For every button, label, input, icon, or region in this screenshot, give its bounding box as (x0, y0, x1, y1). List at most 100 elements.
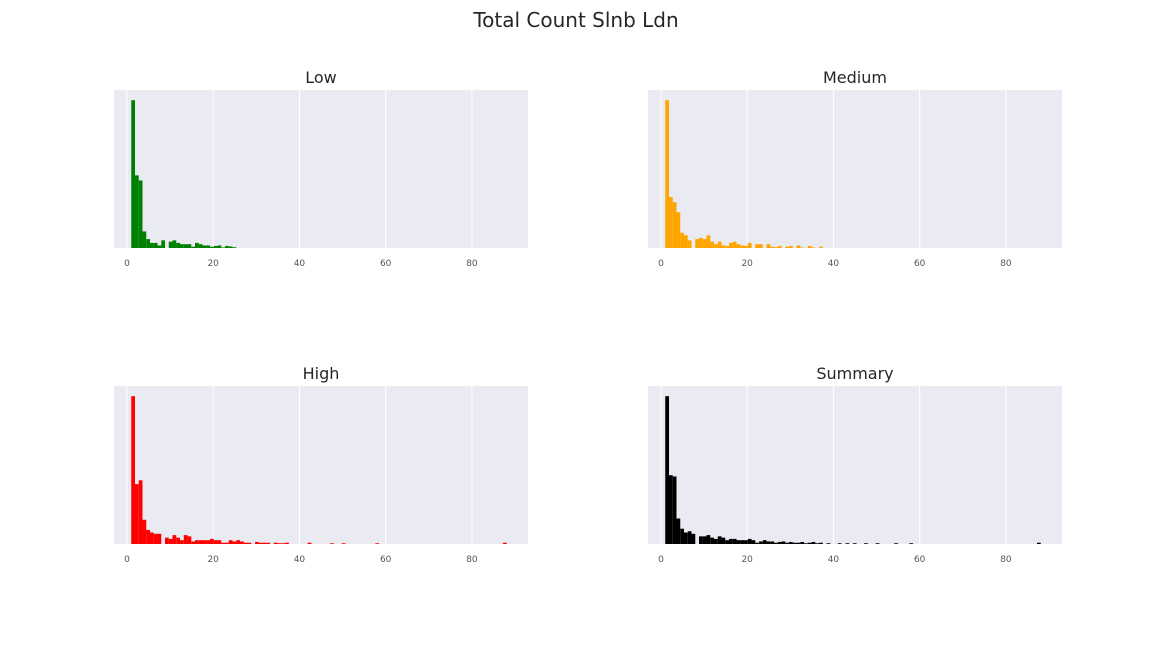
histogram-bar (146, 529, 151, 544)
histogram-bar (243, 542, 248, 544)
x-tick-label: 20 (741, 555, 753, 565)
histogram-bar (187, 536, 192, 544)
histogram-bar (755, 244, 760, 248)
histogram-bar (138, 480, 143, 544)
histogram-bar (198, 244, 203, 248)
x-tick-label: 80 (1000, 259, 1012, 269)
x-tick-label: 60 (914, 259, 926, 269)
histogram-bar (819, 246, 823, 248)
histogram-bar (255, 541, 259, 544)
histogram-bar (153, 242, 158, 248)
histogram-bar (766, 541, 771, 544)
histogram-bar (770, 541, 775, 544)
histogram-bar (807, 245, 812, 248)
histogram-bar (800, 541, 805, 544)
histogram-bar (811, 541, 816, 544)
histogram-bar (676, 212, 681, 248)
histogram-bar (909, 543, 914, 544)
histogram-bar (228, 540, 233, 544)
histogram-bar (142, 231, 147, 248)
histogram-bar (146, 239, 151, 248)
x-tick-label: 80 (466, 555, 478, 565)
subplot-low: Low 0 20 40 60 80 (114, 68, 528, 350)
histogram-bar (744, 540, 748, 544)
histogram-bar (198, 540, 203, 544)
plot-area (648, 386, 1062, 544)
histogram-bar (747, 242, 752, 248)
histogram-low: 0 20 40 60 80 (114, 90, 528, 269)
x-tick-label: 0 (658, 259, 664, 269)
histogram-bar (206, 245, 211, 248)
histogram-high: 0 20 40 60 80 (114, 386, 528, 565)
histogram-bar (341, 543, 346, 544)
histogram-bar (202, 245, 207, 248)
histogram-bar (725, 540, 730, 544)
histogram-bar (702, 536, 707, 544)
histogram-bar (285, 542, 289, 544)
plot-area (114, 90, 528, 248)
histogram-bar (672, 476, 677, 544)
x-tick-label: 20 (741, 259, 753, 269)
histogram-bar (206, 540, 211, 544)
histogram-bar (695, 239, 700, 248)
histogram-bar (875, 543, 880, 544)
histogram-bar (702, 239, 707, 248)
histogram-bar (789, 541, 793, 544)
x-tick-label: 60 (914, 555, 926, 565)
histogram-bar (710, 241, 715, 248)
histogram-bar (777, 541, 782, 544)
histogram-bar (725, 245, 730, 248)
histogram-bar (736, 540, 741, 544)
histogram-bar (191, 246, 196, 248)
histogram-bar (213, 540, 218, 544)
x-tick-label: 60 (380, 555, 392, 565)
histogram-bar (676, 518, 681, 544)
histogram-bar (792, 542, 797, 544)
histogram-bar (281, 543, 286, 544)
histogram-bar (762, 540, 767, 544)
histogram-bar (150, 532, 154, 544)
histogram-bar (225, 245, 229, 248)
histogram-bar (717, 241, 722, 248)
histogram-bar (217, 245, 222, 248)
histogram-bar (330, 543, 334, 544)
histogram-bar (684, 532, 688, 544)
histogram-bar (135, 175, 139, 248)
histogram-bar (789, 245, 793, 248)
histogram-bar (183, 244, 188, 248)
x-tick-label: 0 (658, 555, 664, 565)
histogram-bar (680, 528, 685, 544)
histogram-bar (781, 541, 786, 544)
histogram-bar (774, 247, 778, 248)
histogram-bar (736, 244, 741, 248)
histogram-bar (755, 542, 760, 544)
histogram-bar (187, 244, 192, 248)
histogram-bar (232, 541, 237, 544)
histogram-bar (766, 244, 771, 248)
histogram-bar (150, 242, 154, 248)
x-tick-label: 0 (124, 555, 130, 565)
histogram-bar (232, 247, 237, 248)
subplot-title-high: High (302, 364, 340, 383)
plot-area (648, 90, 1062, 248)
histogram-bar (785, 542, 790, 544)
histogram-bar (273, 542, 278, 544)
histogram-bar (819, 542, 823, 544)
histogram-bar (665, 100, 669, 248)
histogram-bar (837, 543, 842, 544)
histogram-bar (131, 100, 135, 248)
histogram-bar (740, 540, 745, 544)
histogram-bar (852, 543, 857, 544)
histogram-bar (307, 542, 312, 544)
histogram-bar (161, 240, 166, 248)
histogram-bar (221, 542, 226, 544)
histogram-bar (138, 180, 143, 248)
histogram-bar (210, 246, 214, 248)
x-tick-label: 20 (207, 555, 219, 565)
histogram-bar (729, 242, 733, 248)
histogram-bar (815, 543, 820, 544)
subplot-summary: Summary 0 20 40 60 80 (648, 364, 1062, 646)
histogram-bar (777, 245, 782, 248)
histogram-bar (845, 543, 850, 544)
x-tick-label: 40 (828, 555, 840, 565)
